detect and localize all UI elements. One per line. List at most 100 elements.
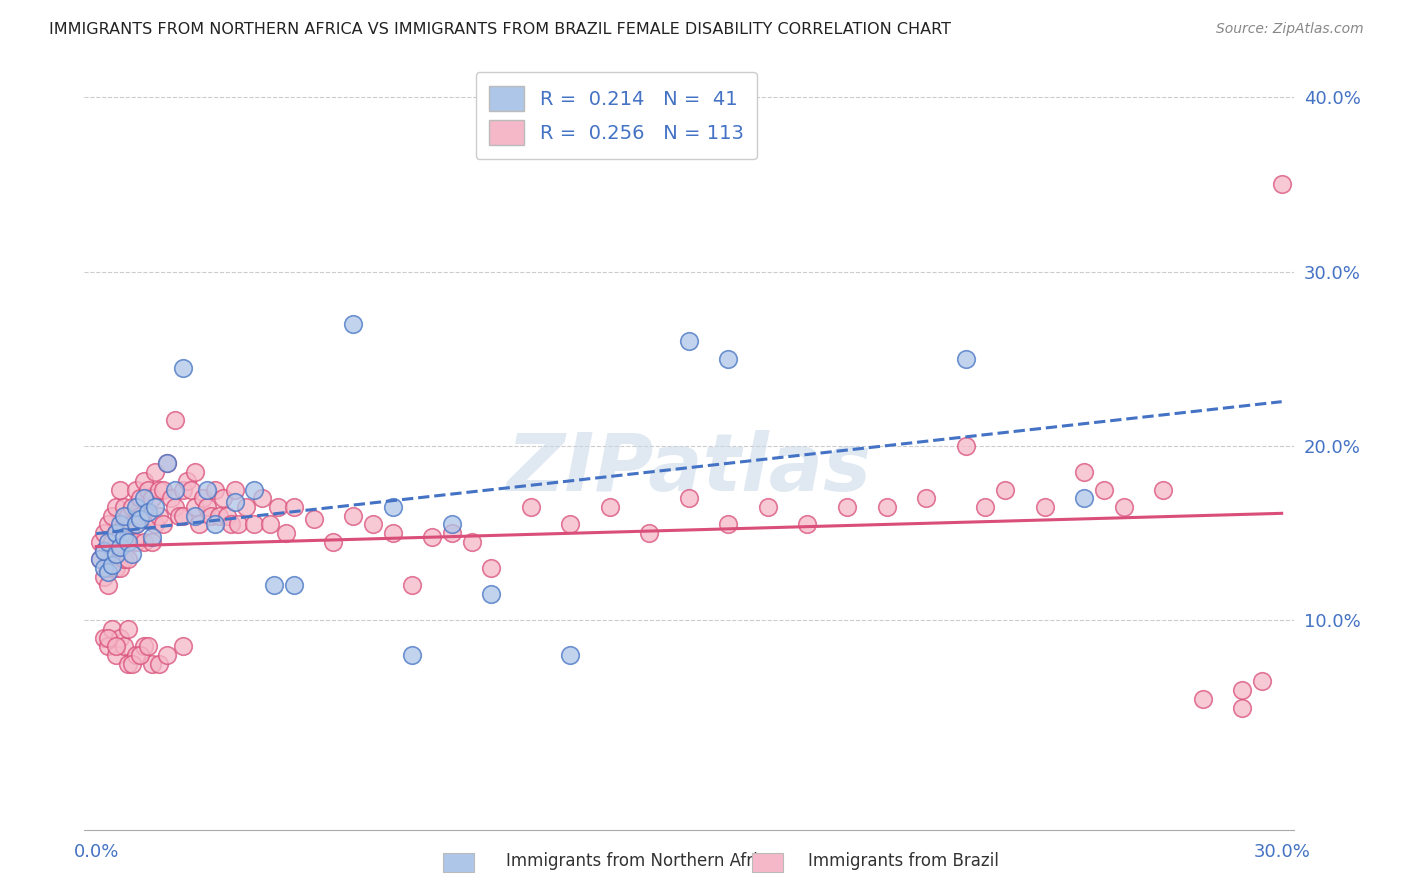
Point [994,483,1017,497]
Point [678,334,700,349]
Point [188,517,211,532]
Point [235,500,257,514]
Point [1230,683,1253,698]
Point [132,534,155,549]
Point [1092,483,1115,497]
Text: IMMIGRANTS FROM NORTHERN AFRICA VS IMMIGRANTS FROM BRAZIL FEMALE DISABILITY CORR: IMMIGRANTS FROM NORTHERN AFRICA VS IMMIG… [49,22,952,37]
Point [1191,691,1213,706]
Point [101,552,124,566]
Point [136,505,159,519]
Point [104,500,127,514]
Point [1271,178,1294,192]
Point [145,517,167,532]
Point [141,491,163,506]
Point [93,543,115,558]
Point [104,526,127,541]
Point [1073,491,1095,506]
Text: Source: ZipAtlas.com: Source: ZipAtlas.com [1216,22,1364,37]
Point [167,508,190,523]
Point [108,631,131,645]
Point [224,483,246,497]
Point [136,640,159,654]
Point [148,483,170,497]
Point [97,561,120,575]
Point [141,534,163,549]
Point [141,657,163,671]
Point [479,561,502,575]
Point [283,578,305,592]
Point [125,500,148,514]
Point [259,517,281,532]
Point [955,439,977,453]
Point [156,648,179,663]
Point [132,640,155,654]
Point [955,351,977,366]
Point [112,517,135,532]
Point [224,495,246,509]
Point [117,657,139,671]
Point [381,500,404,514]
Point [132,474,155,488]
Point [145,465,167,479]
Point [361,517,384,532]
Point [176,474,198,488]
Point [440,517,463,532]
Point [250,491,273,506]
Point [97,534,120,549]
Point [89,552,111,566]
Point [717,351,740,366]
Point [915,491,938,506]
Point [195,483,218,497]
Point [678,491,700,506]
Point [93,570,115,584]
Point [1073,465,1095,479]
Point [215,508,238,523]
Point [322,534,344,549]
Point [104,640,127,654]
Point [125,534,148,549]
Point [89,552,111,566]
Point [128,508,150,523]
Point [132,491,155,506]
Point [401,578,423,592]
Point [136,483,159,497]
Point [97,640,120,654]
Point [208,508,231,523]
Point [401,648,423,663]
Point [101,558,124,572]
Point [89,534,111,549]
Point [172,640,194,654]
Point [141,530,163,544]
Point [117,552,139,566]
Point [97,517,120,532]
Point [191,491,214,506]
Point [152,483,174,497]
Point [263,578,285,592]
Point [156,457,179,471]
Point [108,561,131,575]
Point [204,483,226,497]
Point [97,631,120,645]
Point [243,483,266,497]
Point [172,483,194,497]
Point [125,483,148,497]
Point [125,517,148,532]
Point [381,526,404,541]
Point [93,543,115,558]
Point [117,534,139,549]
Point [1230,700,1253,714]
Point [342,317,364,331]
Point [460,534,482,549]
Point [283,500,305,514]
Point [125,648,148,663]
Point [117,622,139,636]
Point [101,508,124,523]
Point [204,517,226,532]
Legend: R =  0.214   N =  41, R =  0.256   N = 113: R = 0.214 N = 41, R = 0.256 N = 113 [475,72,758,159]
Point [97,578,120,592]
Point [121,547,143,561]
Point [160,491,183,506]
Point [117,530,139,544]
Point [638,526,661,541]
Point [756,500,779,514]
